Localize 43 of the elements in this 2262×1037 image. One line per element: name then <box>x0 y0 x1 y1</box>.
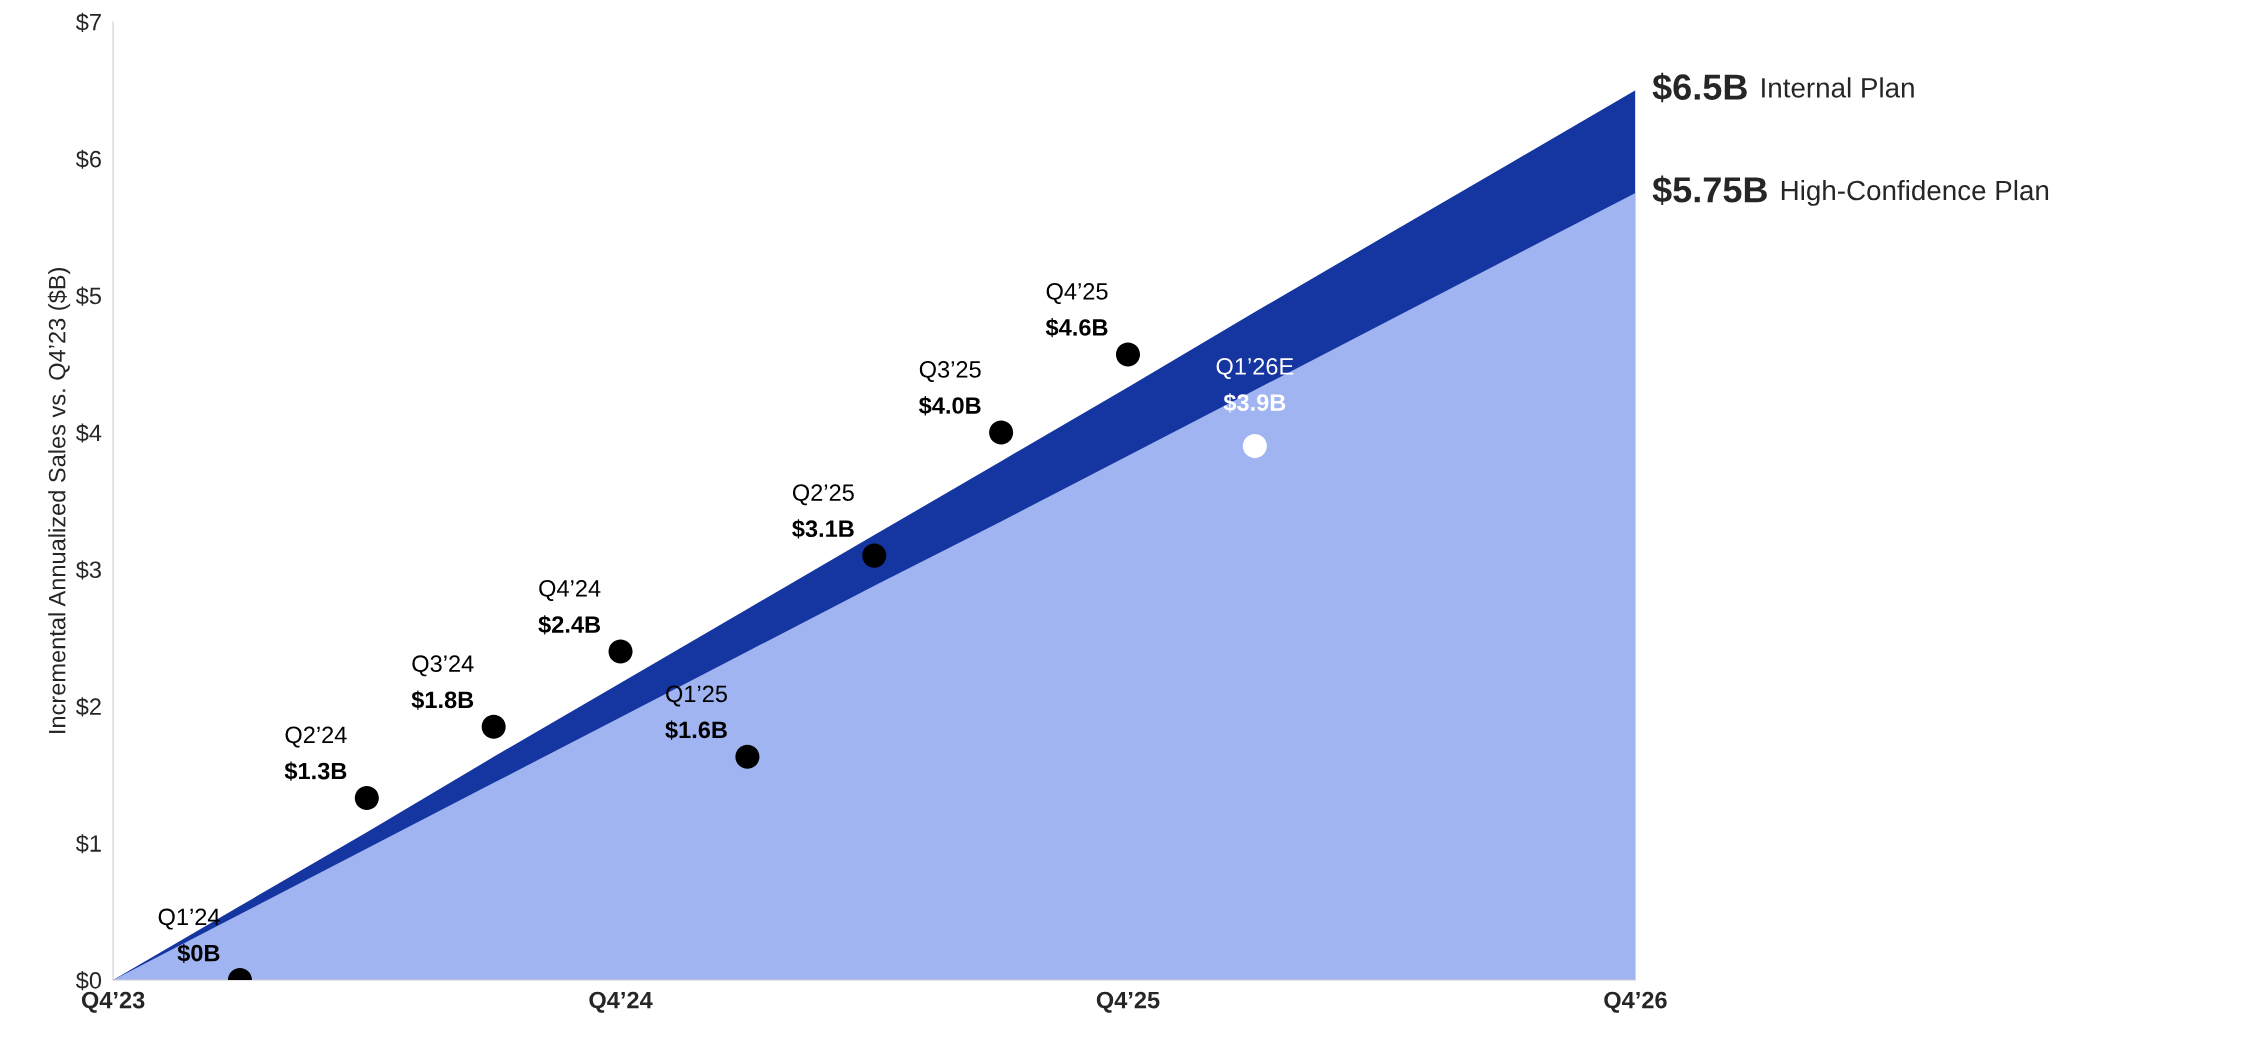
annotation: Q4’24 <box>539 580 601 601</box>
data-label: $1.3B <box>284 761 347 781</box>
data-label: $1.8B <box>411 690 474 710</box>
point <box>862 543 887 568</box>
y-tick-label: $7 <box>75 12 101 32</box>
y-axis-title: Incremental Annualized Sales vs. Q4’23 ($B) <box>47 268 71 733</box>
point <box>735 744 760 769</box>
point <box>989 420 1014 445</box>
data-label: $4.0B <box>918 396 981 416</box>
data-label: $2.4B <box>538 615 601 635</box>
data-label: $3.9B <box>1223 393 1286 413</box>
y-tick-label: $3 <box>75 560 101 580</box>
annotation: Q4’25 <box>1046 283 1108 304</box>
annotation: Q3’24 <box>412 655 474 677</box>
point <box>354 785 379 810</box>
x-tick-label: Q4’24 <box>589 991 653 1013</box>
point <box>608 639 633 664</box>
annotation: Q1’24 <box>158 908 220 930</box>
text: High-Confidence Plan <box>1781 179 2049 206</box>
point <box>1242 434 1267 459</box>
y-tick-label: $2 <box>75 697 101 717</box>
data-label: $5.75B <box>1652 175 1767 205</box>
data-label: $6.5B <box>1652 72 1747 103</box>
text: Internal Plan <box>1762 77 1914 98</box>
point <box>481 714 506 739</box>
y-tick-label: $5 <box>75 286 101 306</box>
data-label: $4.6B <box>1045 318 1108 338</box>
annotation: Q2’25 <box>792 484 854 506</box>
annotation: Q1’26E <box>1216 358 1294 380</box>
point <box>1115 342 1141 367</box>
annotation: Q3’25 <box>919 361 981 382</box>
data-label: $0B <box>177 943 220 963</box>
x-tick-label: Q4’23 <box>81 991 145 1013</box>
y-tick-label: $6 <box>75 149 101 169</box>
data-label: $1.6B <box>665 720 727 740</box>
x-tick-label: Q4’25 <box>1096 991 1160 1013</box>
y-tick-label: $1 <box>75 834 101 854</box>
annotation: Q1’25 <box>666 685 727 707</box>
x-tick-label: Q4’26 <box>1604 991 1667 1013</box>
y-tick-label: $0 <box>75 971 102 991</box>
y-tick-label: $4 <box>75 423 102 443</box>
data-label: $3.1B <box>792 519 854 539</box>
annotation: Q2’24 <box>285 726 347 748</box>
